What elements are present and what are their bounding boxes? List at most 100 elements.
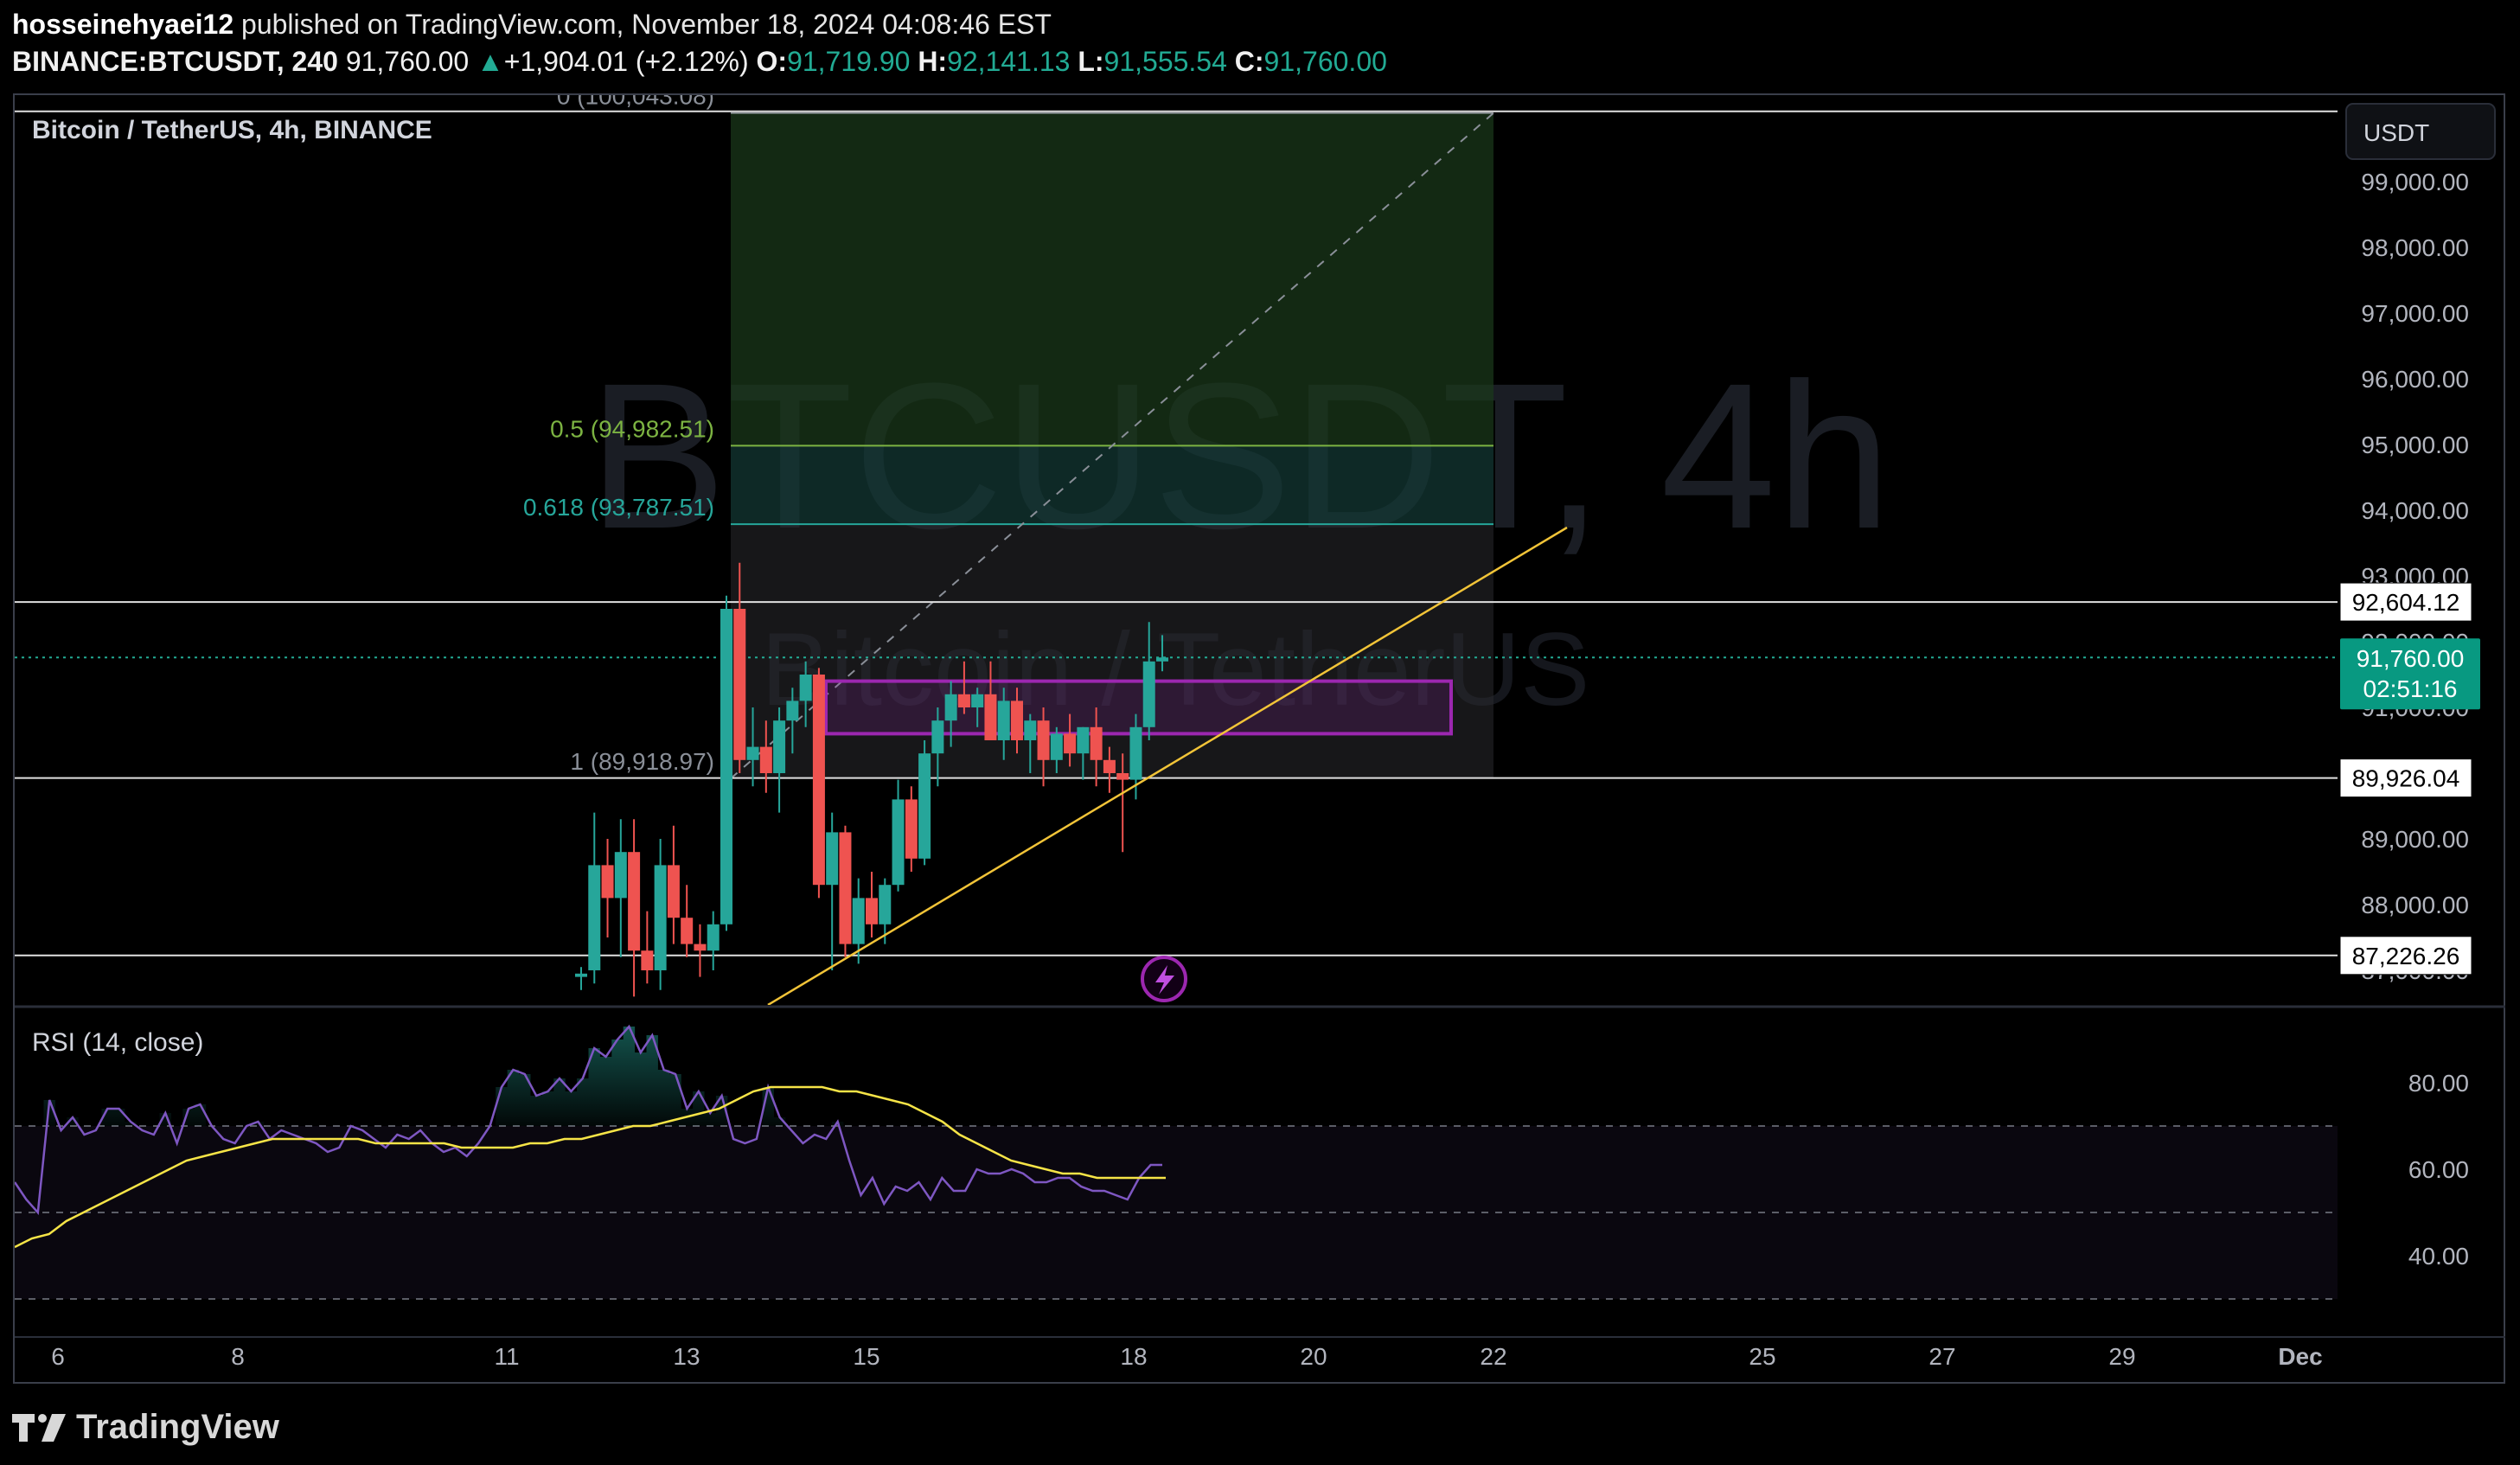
candle-body: [575, 973, 587, 977]
candle-body: [786, 701, 799, 721]
candle-body: [1077, 726, 1090, 754]
fib-label: 1 (89,918.97): [570, 748, 714, 775]
high-label: H:: [918, 46, 948, 77]
time-axis-label: 29: [2108, 1343, 2135, 1370]
tradingview-logo[interactable]: TradingView: [12, 1408, 279, 1447]
candle-body: [1050, 733, 1063, 760]
rsi-pane: [15, 1024, 2338, 1300]
candle-body: [1103, 759, 1116, 773]
symbol-interval: BINANCE:BTCUSDT, 240: [12, 46, 338, 77]
candle-body: [773, 720, 786, 773]
current-price-tag: 91,760.00 02:51:16: [2340, 638, 2480, 710]
candle-body: [614, 852, 627, 899]
candle-body: [1116, 773, 1129, 780]
published-text: published on TradingView.com, November 1…: [241, 9, 1052, 40]
candle-body: [681, 918, 694, 944]
close-label: C:: [1234, 46, 1264, 77]
candle-body: [931, 720, 944, 754]
candle-body: [852, 898, 865, 944]
fib-trend-dashed: [730, 112, 1494, 779]
candle-body: [1156, 657, 1168, 662]
lightning-icon[interactable]: [1141, 956, 1187, 1002]
open-value: 91,719.90: [787, 46, 911, 77]
candle-body: [1011, 701, 1023, 740]
candle-body: [1090, 726, 1103, 760]
candle-body: [905, 799, 918, 859]
rsi-label: RSI (14, close): [32, 1028, 203, 1057]
candle-body: [866, 898, 878, 924]
candle-body: [641, 950, 654, 970]
price-axis-label: 94,000.00: [2361, 497, 2469, 524]
time-axis-label: Dec: [2278, 1343, 2322, 1370]
candle-body: [799, 675, 812, 701]
rsi-line: [15, 1024, 1162, 1215]
candle-body: [826, 832, 839, 886]
chart-frame: [13, 93, 2505, 1384]
candle-body: [839, 832, 852, 944]
rsi-ma-line: [15, 1085, 1166, 1249]
price-tag: 92,604.12: [2339, 582, 2472, 622]
rsi-axis-label: 80.00: [2408, 1070, 2469, 1097]
currency-button[interactable]: USDT: [2345, 103, 2496, 160]
fib-zone-lower: [731, 524, 1493, 779]
candle-body: [1142, 661, 1155, 727]
tradingview-brand: TradingView: [76, 1408, 279, 1446]
low-label: L:: [1078, 46, 1104, 77]
fib-zone-mid: [731, 445, 1493, 525]
high-value: 92,141.13: [947, 46, 1071, 77]
chart-title: Bitcoin / TetherUS, 4h, BINANCE: [32, 116, 432, 144]
price-axis-label: 95,000.00: [2361, 432, 2469, 458]
price-axis-label: 97,000.00: [2361, 300, 2469, 327]
time-axis-label: 15: [853, 1343, 879, 1370]
change-up-icon: ▲: [476, 46, 504, 77]
candle-body: [588, 865, 601, 970]
time-axis-label: 6: [51, 1343, 65, 1370]
fib-zone-upper: [731, 112, 1493, 446]
close-value: 91,760.00: [1263, 46, 1387, 77]
candle-body: [759, 746, 772, 773]
candle-body: [944, 694, 957, 721]
candle-body: [918, 753, 931, 859]
price-tag-label: 92,604.12: [2352, 589, 2460, 616]
time-axis-label: 27: [1928, 1343, 1955, 1370]
range-box: [824, 679, 1453, 736]
candle-body: [971, 694, 984, 707]
price-axis-label: 96,000.00: [2361, 366, 2469, 393]
price-tag: 89,926.04: [2339, 758, 2472, 798]
candle-body: [694, 944, 707, 951]
candle-body: [733, 609, 746, 760]
price-tag-label: 89,926.04: [2352, 765, 2460, 792]
rsi-axis-label: 60.00: [2408, 1156, 2469, 1183]
time-axis-label: 20: [1300, 1343, 1327, 1370]
candle-body: [879, 885, 892, 924]
candle-body: [601, 865, 614, 899]
last-price: 91,760.00: [345, 46, 470, 77]
time-axis-label: 22: [1480, 1343, 1506, 1370]
price-axis-label: 89,000.00: [2361, 826, 2469, 853]
publish-info: hosseinehyaei12 published on TradingView…: [12, 9, 1052, 41]
author-name[interactable]: hosseinehyaei12: [12, 9, 234, 40]
candle-body: [707, 924, 720, 951]
candle-body: [984, 694, 997, 740]
symbol-info-line: BINANCE:BTCUSDT, 240 91,760.00 ▲+1,904.0…: [12, 46, 1387, 78]
time-axis-label: 18: [1120, 1343, 1147, 1370]
candle-body: [628, 852, 641, 951]
price-change: +1,904.01 (+2.12%): [503, 46, 749, 77]
price-axis-label: 99,000.00: [2361, 169, 2469, 195]
candle-body: [720, 609, 732, 924]
rsi-band: [15, 1126, 2338, 1299]
time-axis-label: 13: [673, 1343, 700, 1370]
fib-label: 0.5 (94,982.51): [550, 415, 714, 442]
candle-body: [892, 799, 905, 886]
time-axis-label: 25: [1749, 1343, 1775, 1370]
candle-body: [1024, 720, 1037, 740]
low-value: 91,555.54: [1103, 46, 1227, 77]
candle-body: [1064, 733, 1077, 754]
rsi-overbought-fill: [43, 1027, 844, 1126]
candle-body: [1037, 720, 1050, 760]
candle-body: [746, 746, 759, 760]
fib-label: 0 (100,043.08): [557, 83, 714, 110]
ascending-trendline: [767, 526, 1568, 1005]
bar-countdown: 02:51:16: [2363, 675, 2458, 702]
